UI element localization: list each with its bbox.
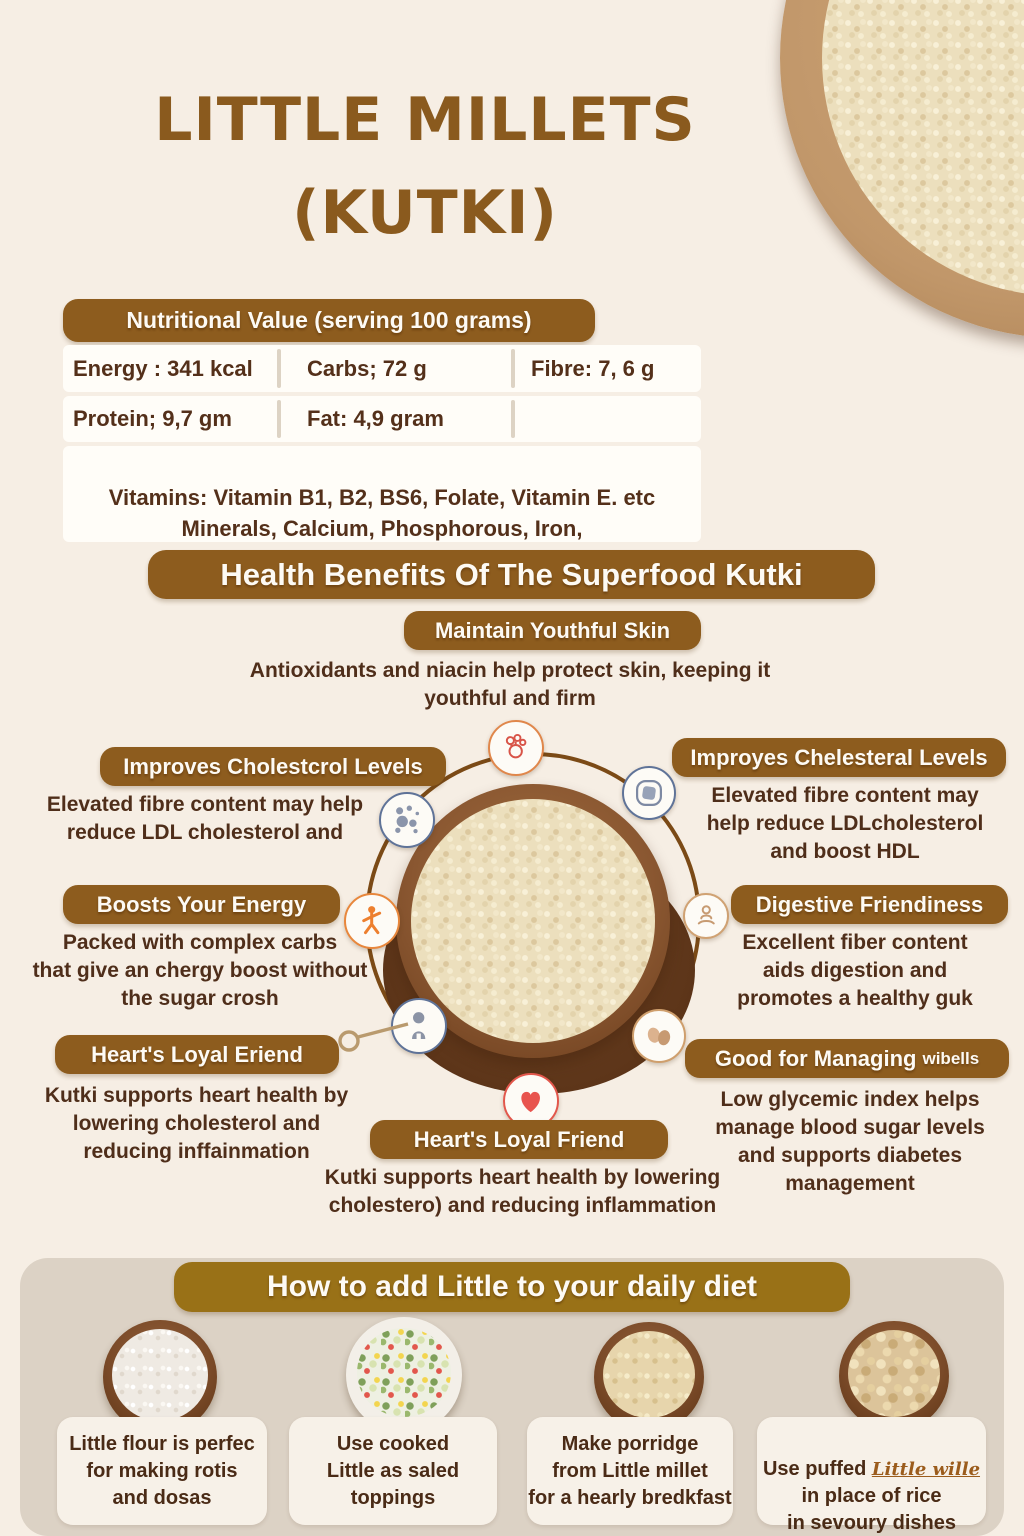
benefit-skin-title-label: Maintain Youthful Skin: [434, 617, 671, 643]
nutrition-row-2: Protein; 9,7 gm Fat: 4,9 gram: [63, 396, 701, 442]
diet-card-puffed-rest: in place of rice in sevoury dishes: [787, 1485, 956, 1534]
benefit-heart-left-body: Kutki supports heart health by lowering …: [44, 1084, 349, 1164]
heart-icon: [503, 1073, 559, 1129]
benefit-digestive-body: Excellent fiber content aids digestion a…: [737, 931, 973, 1011]
diet-card-porridge-text: Make porridge from Little millet for a h…: [528, 1432, 732, 1509]
nutrition-table: Energy : 341 kcal Carbs; 72 g Fibre: 7, …: [63, 345, 701, 573]
energy-figure-icon: [344, 893, 400, 949]
millet-grains-texture: [822, 0, 1024, 296]
nutrition-cell-protein: Protein; 9,7 gm: [73, 406, 232, 431]
diet-card-puffed-prefix: Use puffed: [762, 1458, 872, 1480]
body-figure-icon: [391, 998, 447, 1054]
nutrition-header-label: Nutritional Value (serving 100 grams): [126, 307, 532, 333]
diet-card-puffed-handwritten: Little wille: [871, 1459, 981, 1480]
diet-header: How to add Little to your daily diet: [174, 1262, 850, 1312]
cell-membrane-icon: [622, 766, 676, 820]
benefit-energy-body: Packed with complex carbs that give an c…: [32, 931, 368, 1011]
puffed-millet-bowl-photo: [839, 1321, 949, 1431]
nutrition-header: Nutritional Value (serving 100 grams): [63, 299, 595, 342]
diet-card-porridge: Make porridge from Little millet for a h…: [527, 1417, 733, 1525]
page-title: LITTLE MILLETS (KUTKI): [60, 74, 790, 260]
porridge-bowl-photo: [594, 1322, 704, 1432]
benefit-blood-sugar-title: Good for Managing wibells: [685, 1039, 1009, 1078]
benefit-blood-sugar-suffix: wibells: [922, 1048, 980, 1068]
nutrition-cell-energy: Energy : 341 kcal: [73, 355, 253, 381]
connector-line: [338, 1022, 409, 1052]
benefit-cholesterol-left-label: Improves Cholestcrol Levels: [123, 753, 423, 779]
benefit-cholesterol-left-title: Improves Cholestcrol Levels: [100, 747, 446, 786]
page-title-line1: LITTLE MILLETS: [154, 85, 696, 155]
benefit-energy-label: Boosts Your Energy: [96, 891, 307, 917]
benefit-blood-sugar-label: Good for Managing: [714, 1045, 917, 1071]
flower-skin-icon: [488, 720, 544, 776]
nutrition-vitamins: Vitamins: Vitamin B1, B2, BS6, Folate, V…: [63, 446, 701, 573]
diet-card-salad: Use cooked Little as saled toppings: [289, 1417, 497, 1525]
diet-card-salad-text: Use cooked Little as saled toppings: [326, 1432, 460, 1509]
benefit-heart-center-title: Heart's Loyal Friend: [370, 1120, 668, 1159]
benefit-heart-center-label: Heart's Loyal Friend: [413, 1126, 625, 1152]
benefit-cholesterol-right-label: Improyes Chelesteral Levels: [690, 744, 988, 770]
salad-bowl-photo: [346, 1317, 462, 1433]
millet-bowl-photo-center: [396, 784, 670, 1058]
benefit-digestive-title: Digestive Friendiness: [731, 885, 1008, 924]
benefit-cholesterol-left-body: Elevated fibre content may help reduce L…: [46, 793, 364, 845]
flour-bowl-photo: [103, 1320, 217, 1434]
benefit-skin-body: Antioxidants and niacin help protect ski…: [249, 659, 771, 711]
benefit-heart-left-title: Heart's Loyal Eriend: [55, 1035, 339, 1074]
benefit-skin-title: Maintain Youthful Skin: [404, 611, 701, 650]
nutrition-cell-carbs: Carbs; 72 g: [307, 355, 427, 381]
benefit-energy-title: Boosts Your Energy: [63, 885, 340, 924]
benefit-blood-sugar-body: Low glycemic index helps manage blood su…: [715, 1088, 985, 1196]
diet-card-flour: Little flour is perfec for making rotis …: [57, 1417, 267, 1525]
benefit-digestive-label: Digestive Friendiness: [755, 891, 984, 917]
benefit-heart-left-label: Heart's Loyal Eriend: [91, 1041, 303, 1067]
millet-bowl-photo-top: [780, 0, 1024, 338]
seeds-icon: [632, 1009, 686, 1063]
benefit-cholesterol-right-title: Improyes Chelesteral Levels: [672, 738, 1006, 777]
molecule-blobs-icon: [379, 792, 435, 848]
nutrition-cell-fibre: Fibre: 7, 6 g: [531, 355, 655, 381]
millet-grains-texture-center: [411, 799, 655, 1043]
diet-card-puffed: Use puffed Little wille in place of rice…: [757, 1417, 986, 1534]
nutrition-row-1: Energy : 341 kcal Carbs; 72 g Fibre: 7, …: [63, 345, 701, 392]
diet-card-flour-text: Little flour is perfec for making rotis …: [69, 1432, 255, 1509]
page-title-line2: (KUTKI): [292, 178, 558, 248]
benefits-header-label: Health Benefits Of The Superfood Kutki: [220, 556, 803, 592]
diet-header-label: How to add Little to your daily diet: [266, 1270, 757, 1303]
benefit-heart-center-body: Kutki supports heart health by lowering …: [324, 1166, 721, 1218]
nutrition-cell-fat: Fat: 4,9 gram: [307, 406, 444, 431]
benefits-header: Health Benefits Of The Superfood Kutki: [148, 550, 875, 599]
stomach-icon: [683, 893, 729, 939]
benefit-cholesterol-right-body: Elevated fibre content may help reduce L…: [706, 784, 984, 864]
nutrition-cell-empty: [531, 396, 699, 442]
